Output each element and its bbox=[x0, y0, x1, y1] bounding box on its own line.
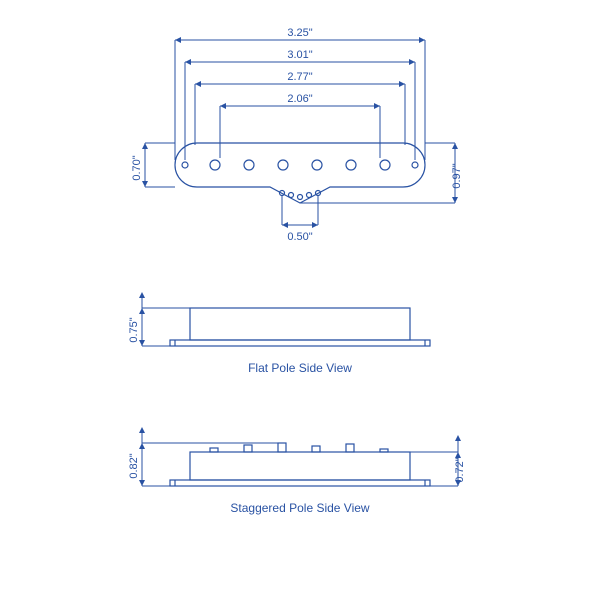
dim-stag-left: 0.82" bbox=[128, 453, 140, 478]
dim-0-75: 0.75" bbox=[128, 292, 190, 346]
dim-0-72: 0.72" bbox=[410, 435, 466, 486]
dim-h-body: 0.70" bbox=[131, 155, 143, 180]
flat-label: Flat Pole Side View bbox=[248, 361, 352, 375]
dim-2-77: 2.77" bbox=[195, 71, 405, 145]
dim-h-total: 0.97" bbox=[451, 163, 463, 188]
dim-0-82: 0.82" bbox=[128, 427, 282, 486]
pole-pieces bbox=[210, 160, 390, 170]
technical-drawing: 3.25" 3.01" 2.77" 2.06" 0.70" bbox=[0, 0, 600, 600]
dim-w-inner: 3.01" bbox=[287, 49, 312, 61]
staggered-label: Staggered Pole Side View bbox=[230, 501, 370, 515]
dim-0-50: 0.50" bbox=[282, 195, 318, 243]
flat-side-view: 0.75" Flat Pole Side View bbox=[128, 292, 430, 375]
dim-poles-inner: 2.06" bbox=[287, 93, 312, 105]
top-view: 3.25" 3.01" 2.77" 2.06" 0.70" bbox=[131, 27, 463, 243]
dim-w-outer: 3.25" bbox=[287, 27, 312, 39]
dim-0-70: 0.70" bbox=[131, 143, 175, 187]
dim-hole-span: 0.50" bbox=[287, 231, 312, 243]
dim-stag-right: 0.72" bbox=[454, 457, 466, 482]
staggered-side-view: 0.82" 0.72" Staggered Pole Side View bbox=[128, 427, 466, 515]
dim-2-06: 2.06" bbox=[220, 93, 380, 158]
dim-flat-h: 0.75" bbox=[128, 317, 140, 342]
dim-poles-span: 2.77" bbox=[287, 71, 312, 83]
dim-0-97: 0.97" bbox=[300, 143, 463, 203]
staggered-poles bbox=[210, 443, 388, 452]
